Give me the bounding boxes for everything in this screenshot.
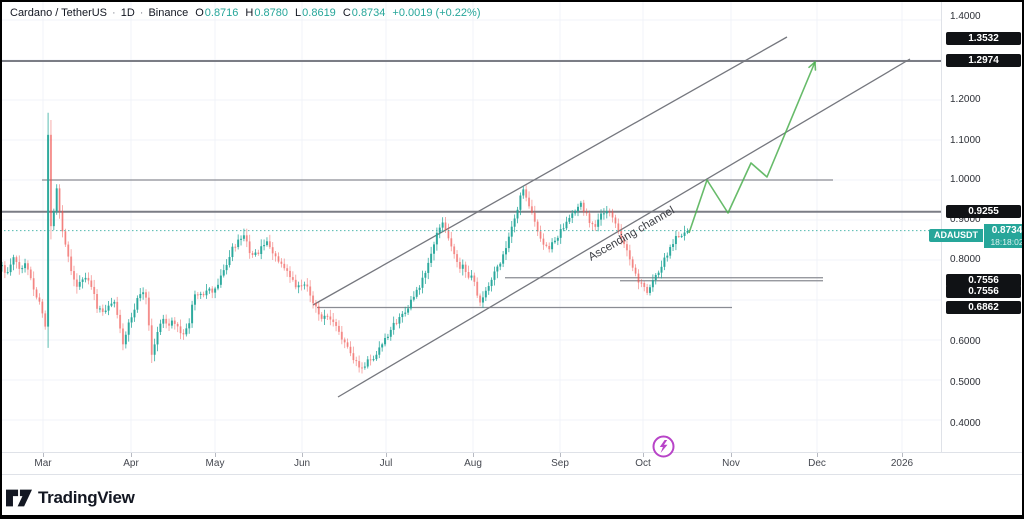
price-label-1.4000: 1.4000 [950, 11, 981, 22]
ohlc-label: C [342, 7, 351, 19]
time-axis[interactable]: Mar Apr May Jun Jul Aug Sep Oct Nov Dec 2026 [0, 452, 1024, 475]
bar-countdown: 18:18:02 [990, 237, 1024, 247]
price-badge-1.2974: 1.2974 [946, 53, 1021, 67]
time-label-jun: Jun [293, 458, 311, 469]
time-label-mar: Mar [34, 458, 52, 469]
time-tick [302, 453, 303, 457]
ohlc-value: 0.8619 [302, 7, 336, 19]
time-label-may: May [205, 458, 225, 469]
price-badge-0.7556: 0.7556 [946, 273, 1021, 287]
legend-separator: · [112, 7, 116, 19]
price-chip: 0.8734 18:18:02 [984, 224, 1024, 248]
time-label-nov: Nov [722, 458, 740, 469]
price-label-0.4000: 0.4000 [950, 418, 981, 429]
price-badge-0.9255: 0.9255 [946, 204, 1021, 218]
time-label-oct: Oct [635, 458, 651, 469]
time-tick [215, 453, 216, 457]
symbol-chip: ADAUSDT [929, 229, 983, 242]
price-label-0.8000: 0.8000 [950, 254, 981, 265]
price-label-1.0000: 1.0000 [950, 174, 981, 185]
ohlc-value: 0.8780 [254, 7, 289, 19]
symbol-title[interactable]: Cardano / TetherUS [10, 7, 108, 19]
price-label-0.5000: 0.5000 [950, 377, 981, 388]
time-tick [902, 453, 903, 457]
time-tick [560, 453, 561, 457]
exchange-label: Binance [148, 7, 189, 19]
tradingview-wordmark: TradingView [38, 488, 135, 507]
time-tick [131, 453, 132, 457]
interval-label[interactable]: 1D [120, 7, 135, 19]
current-price: 0.8734 [991, 225, 1023, 236]
price-badge-0.6862: 0.6862 [946, 300, 1021, 314]
chart-canvas[interactable]: Ascending channel [0, 0, 941, 452]
lightning-bolt-icon [652, 435, 675, 458]
time-label-jul: Jul [379, 458, 393, 469]
price-label-0.6000: 0.6000 [950, 336, 981, 347]
ohlc-label: L [295, 7, 302, 19]
screenshot-border-bottom [0, 515, 1024, 519]
tradingview-mark-icon [6, 489, 32, 507]
channel-annotation: Ascending channel [587, 205, 677, 264]
price-label-0.9000: 0.9000 [950, 214, 981, 225]
legend-separator: · [139, 7, 144, 19]
ohlc-value: 0.8716 [204, 7, 239, 19]
time-label-2026: 2026 [890, 458, 914, 469]
time-tick [386, 453, 387, 457]
screenshot-border-right [1022, 0, 1024, 519]
ohlc-label: H [245, 7, 254, 19]
symbol-legend: Cardano / TetherUS · 1D · Binance O0.871… [10, 7, 481, 19]
time-label-dec: Dec [808, 458, 826, 469]
price-label-1.2000: 1.2000 [950, 94, 981, 105]
current-price-badge: ADAUSDT 0.8734 18:18:02 [929, 224, 1024, 248]
time-tick [817, 453, 818, 457]
screenshot-border-left [0, 0, 2, 519]
time-tick [731, 453, 732, 457]
screenshot-border-top [0, 0, 1024, 2]
ohlc-values: O0.8716 H0.8780 L0.8619 C0.8734 +0.0019 (+0.… [188, 7, 480, 19]
price-badge-0.7556: 0.7556 [946, 284, 1021, 298]
ohlc-label: O [195, 7, 204, 19]
ohlc-value: 0.8734 [351, 7, 386, 19]
price-badge-1.3532: 1.3532 [946, 31, 1021, 45]
tradingview-logo[interactable]: TradingView [6, 488, 135, 508]
bottom-bar: TradingView [0, 474, 1024, 516]
price-label-1.1000: 1.1000 [950, 135, 981, 146]
time-tick [473, 453, 474, 457]
event-marker[interactable] [650, 433, 677, 460]
time-label-sep: Sep [551, 458, 569, 469]
change-value: +0.0019 (+0.22%) [392, 7, 481, 19]
time-tick [43, 453, 44, 457]
time-tick [643, 453, 644, 457]
time-label-apr: Apr [123, 458, 139, 469]
time-label-aug: Aug [464, 458, 482, 469]
